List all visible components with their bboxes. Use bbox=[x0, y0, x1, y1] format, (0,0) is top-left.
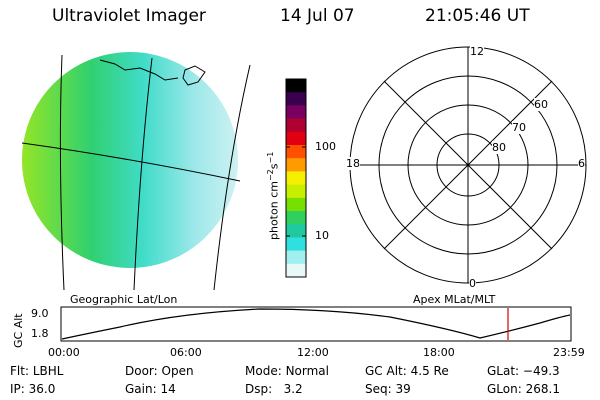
door-field: Door: Open bbox=[125, 364, 194, 378]
polar-mlat-mlt-plot bbox=[349, 46, 587, 284]
colorbar-band bbox=[286, 263, 306, 278]
colorbar-band bbox=[286, 171, 306, 186]
orbit-altitude-curve bbox=[61, 308, 571, 340]
orbit-xtick-2359: 23:59 bbox=[553, 346, 585, 359]
mlt-diag-2 bbox=[383, 80, 553, 250]
orbit-ytick-bottom: 1.8 bbox=[31, 327, 49, 340]
uv-emission bbox=[22, 52, 238, 268]
unit-base: photon cm bbox=[267, 181, 281, 240]
instrument-title: Ultraviolet Imager bbox=[52, 6, 206, 26]
lat-label-60: 60 bbox=[534, 98, 548, 111]
colorbar-band bbox=[286, 197, 306, 212]
orbit-xtick-1200: 12:00 bbox=[297, 346, 329, 359]
colorbar-band bbox=[286, 131, 306, 146]
dsp-field: Dsp: 3.2 bbox=[245, 382, 303, 396]
lat-label-80: 80 bbox=[492, 141, 506, 154]
colorbar-tick-100: 100 bbox=[315, 140, 336, 153]
orbit-frame bbox=[60, 306, 572, 342]
mlt-label-12: 12 bbox=[470, 45, 484, 58]
orbit-altitude-plot bbox=[60, 306, 572, 342]
colorbar-tick-10: 10 bbox=[315, 229, 329, 242]
geo-grid bbox=[21, 54, 251, 291]
unit-s: s bbox=[267, 163, 281, 170]
flt-field: Flt: LBHL bbox=[10, 364, 64, 378]
colorbar-band bbox=[286, 211, 306, 225]
unit-exp-2: −1 bbox=[266, 151, 275, 164]
colorbar-band bbox=[286, 145, 306, 159]
colorbar bbox=[285, 78, 307, 278]
geographic-label: Geographic Lat/Lon bbox=[70, 293, 178, 306]
coastline bbox=[99, 59, 206, 86]
date-label: 14 Jul 07 bbox=[280, 6, 355, 26]
orbit-ylabel: GC Alt bbox=[12, 313, 25, 348]
time-label: 21:05:46 UT bbox=[425, 6, 530, 26]
colorbar-band bbox=[286, 92, 306, 106]
orbit-xtick-0600: 06:00 bbox=[170, 346, 202, 359]
lat-label-70: 70 bbox=[512, 121, 526, 134]
colorbar-band bbox=[286, 105, 306, 120]
orbit-xtick-1800: 18:00 bbox=[423, 346, 455, 359]
uv-image-disk bbox=[21, 52, 251, 291]
orbit-ytick-top: 9.0 bbox=[31, 307, 49, 320]
colorbar-band bbox=[286, 158, 306, 172]
colorbar-band bbox=[286, 237, 306, 252]
apex-label: Apex MLat/MLT bbox=[413, 293, 496, 306]
seq-field: Seq: 39 bbox=[365, 382, 411, 396]
glat-field: GLat: −49.3 bbox=[487, 364, 560, 378]
mode-field: Mode: Normal bbox=[245, 364, 329, 378]
gc-alt-field: GC Alt: 4.5 Re bbox=[365, 364, 449, 378]
glon-field: GLon: 268.1 bbox=[487, 382, 560, 396]
colorbar-band bbox=[286, 79, 306, 93]
colorbar-unit-label: photon cm−2s−1 bbox=[266, 152, 281, 240]
colorbar-band bbox=[286, 250, 306, 265]
mlt-label-0: 0 bbox=[469, 277, 476, 290]
ip-field: IP: 36.0 bbox=[10, 382, 56, 396]
mlt-label-6: 6 bbox=[578, 157, 585, 170]
orbit-xtick-0000: 00:00 bbox=[48, 346, 80, 359]
colorbar-band bbox=[286, 118, 306, 133]
colorbar-band bbox=[286, 184, 306, 199]
gain-field: Gain: 14 bbox=[125, 382, 176, 396]
unit-exp-1: −2 bbox=[266, 169, 275, 182]
mlt-label-18: 18 bbox=[346, 157, 360, 170]
colorbar-band bbox=[286, 224, 306, 238]
